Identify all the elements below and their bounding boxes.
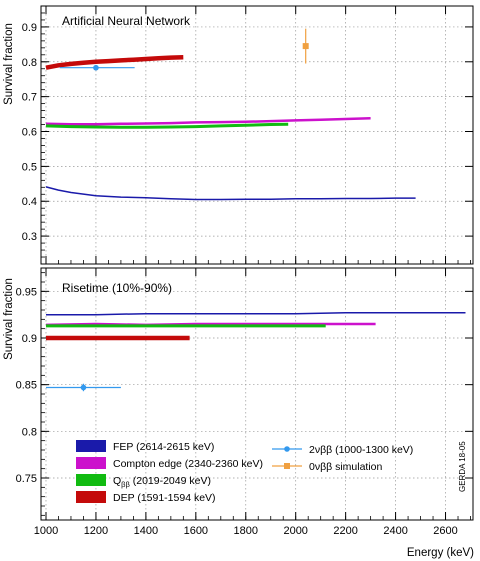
ann-point-marker (93, 64, 99, 71)
legend-label: 0νββ simulation (309, 461, 383, 473)
ann-y-tick-label: 0.5 (22, 161, 37, 173)
x-tick-label: 1600 (184, 525, 208, 537)
risetime-y-tick-label: 0.95 (16, 286, 37, 298)
x-tick-label: 1200 (84, 525, 108, 537)
risetime-x-ticks: 1000 1200 1400 1600 1800 2000 2200 2400 2600 (34, 525, 458, 537)
risetime-series (45, 312, 466, 341)
risetime-panel-title: Risetime (10%-90%) (62, 281, 172, 295)
x-tick-label: 1400 (134, 525, 158, 537)
ann-y-tick-label: 0.3 (22, 231, 37, 243)
risetime-y-axis-label: Survival fraction (3, 278, 15, 360)
legend-label: 2νββ (1000-1300 keV) (309, 444, 413, 456)
ann-y-tick-label: 0.6 (22, 127, 37, 139)
risetime-y-tick-label: 0.75 (16, 473, 37, 485)
risetime-panel: 0.75 0.8 0.85 0.9 0.95 1000 1200 1400 1600 1800 2… (3, 267, 474, 559)
risetime-y-tick-label: 0.85 (16, 380, 37, 392)
ann-series-line (45, 55, 184, 70)
legend-marker (284, 446, 290, 452)
legend-swatch (76, 457, 106, 469)
risetime-point-marker (80, 384, 87, 391)
x-tick-label: 2000 (283, 525, 307, 537)
risetime-y-tick-label: 0.9 (22, 333, 37, 345)
x-tick-label: 1800 (234, 525, 258, 537)
ann-y-tick-label: 0.8 (22, 57, 37, 69)
risetime-y-ticks: 0.75 0.8 0.85 0.9 0.95 (16, 272, 473, 516)
risetime-y-tick-label: 0.8 (22, 426, 37, 438)
legend-swatch (76, 491, 106, 503)
ann-y-tick-label: 0.7 (22, 92, 37, 104)
legend-label: Compton edge (2340-2360 keV) (113, 458, 263, 470)
legend-label-subscript: ββ (121, 480, 130, 489)
risetime-series-line (46, 312, 466, 316)
risetime-series-line (45, 322, 376, 327)
risetime-points (45, 383, 121, 392)
x-tick-label: 2400 (383, 525, 407, 537)
ann-grid (41, 6, 473, 264)
ann-plot-frame (40, 5, 474, 265)
ann-series-line (45, 122, 289, 129)
legend-swatch (76, 440, 106, 452)
legend-label-rest: (2019-2049 keV) (130, 475, 211, 487)
ann-y-tick-label: 0.4 (22, 196, 37, 208)
ann-y-axis-label: Survival fraction (3, 23, 15, 105)
ann-series (45, 55, 416, 201)
x-tick-label: 2600 (433, 525, 457, 537)
legend-label: Qββ (2019-2049 keV) (113, 475, 211, 489)
ann-series-line (45, 117, 371, 126)
ann-panel: 0.3 0.4 0.5 0.6 0.7 0.8 0.9 Artificial Neural … (3, 5, 474, 265)
x-tick-label: 1000 (34, 525, 58, 537)
ann-y-ticks: 0.3 0.4 0.5 0.6 0.7 0.8 0.9 (22, 12, 473, 265)
legend-swatch (76, 474, 106, 486)
x-axis-label: Energy (keV) (407, 547, 474, 559)
ann-point-marker (302, 43, 309, 50)
x-tick-label: 2200 (333, 525, 357, 537)
ann-series-line (45, 186, 416, 201)
ann-points (59, 28, 309, 71)
ann-y-tick-label: 0.9 (22, 22, 37, 34)
legend-marker (284, 463, 290, 469)
watermark-label: GERDA 18-05 (458, 441, 467, 492)
legend: FEP (2614-2615 keV) Compton edge (2340-23… (76, 440, 413, 504)
ann-panel-title: Artificial Neural Network (62, 14, 191, 28)
legend-label: DEP (1591-1594 keV) (113, 492, 216, 504)
legend-label: FEP (2614-2615 keV) (113, 441, 214, 453)
